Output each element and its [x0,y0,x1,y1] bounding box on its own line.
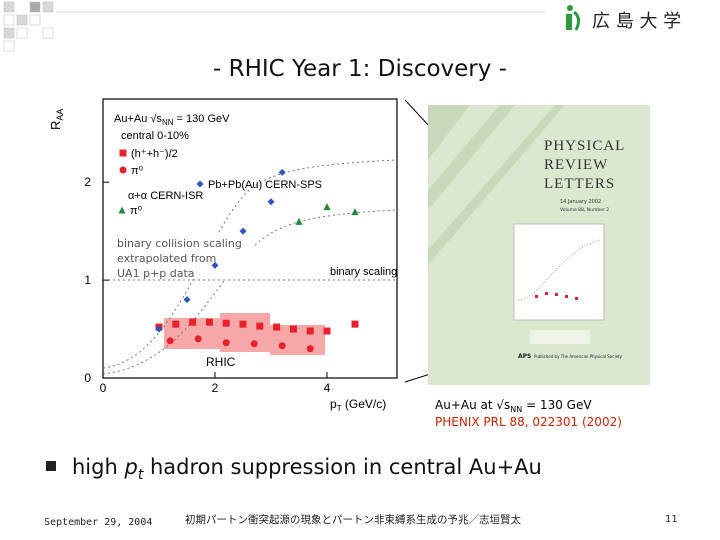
cover-publisher: Published by The American Physical Socie… [534,354,623,359]
marker-square [222,319,230,327]
marker-diamond [239,227,247,235]
slide-title: - RHIC Year 1: Discovery - [213,56,507,82]
annotation-line: extrapolated from [117,252,216,265]
page-number: 11 [665,514,678,525]
marker-square [306,327,314,335]
legend-label: Pb+Pb(Au) CERN-SPS [208,179,322,191]
bullet-text: high pt hadron suppression in central Au… [72,455,542,483]
caption-rest: = 130 GeV [522,398,592,412]
x-label-main: p [330,397,337,411]
marker-triangle [118,206,126,214]
bullet-part: high [72,455,124,479]
y-label-sub: AA [55,109,65,121]
marker-triangle [351,208,359,216]
legend-label: (h⁺+h⁻)/2 [131,148,178,160]
marker-triangle [295,217,303,225]
x-axis-label: pT (GeV/c) [330,397,386,413]
marker-diamond [196,180,204,188]
marker-triangle [323,203,331,211]
marker-square [289,325,297,333]
marker-square [351,320,359,328]
legend-title-main: Au+Au √s [114,113,162,125]
logo-text: 広 島 大 学 [592,11,681,32]
rhic-label: RHIC [206,355,236,369]
bullet-part: t [138,467,144,483]
legend-title-rest: = 130 GeV [174,113,231,125]
marker-square [205,318,213,326]
marker-diamond [155,325,163,333]
legend-label: π⁰ [130,205,143,217]
bullet-part: hadron suppression in central Au+Au [143,455,542,479]
marker-circle [222,339,230,347]
x-label-sub: T [337,404,342,413]
marker-square [189,318,197,326]
marker-circle [166,337,174,345]
annotation-bg [114,235,254,279]
marker-circle [278,342,286,350]
cover-figure [513,223,605,321]
legend-subtitle: central 0-10% [121,130,189,142]
x-tick-label: 0 [100,381,107,395]
annotation: binary collision scaling extrapolated fr… [114,235,254,280]
marker-square [273,323,281,331]
marker-circle [119,166,127,174]
marker-diamond [211,261,219,269]
marker-diamond [278,168,286,176]
caption-ref: PHENIX PRL 88, 022301 (2002) [435,415,622,429]
cover-volume: Volume 88, Number 2 [560,207,609,213]
caption-main: Au+Au at √s [435,398,510,412]
legend-label: π⁰ [131,165,144,177]
isr-label: α+α CERN-ISR [128,190,203,202]
marker-square [172,320,180,328]
figure: RAA pT (GeV/c) Au+Au √sNN = 130 GeV cent… [48,95,405,415]
journal-cover: PHYSICAL REVIEW LETTERS 14 January 2002 … [428,105,650,385]
binary-curve [102,159,398,369]
annotation-line: binary collision scaling [117,237,242,250]
marker-square [239,320,247,328]
logo: 広 島 大 学 [566,5,681,32]
x-tick-label: 2 [212,381,219,395]
cover-title: PHYSICAL [544,138,625,154]
caption-line: Au+Au at √sNN = 130 GeV [435,398,592,414]
cover-title: REVIEW [544,157,608,173]
y-tick-label: 0 [84,371,91,385]
y-axis-label: RAA [48,109,65,130]
decor-squares [3,1,545,52]
cover-title: LETTERS [544,176,615,192]
legend-title-sub: NN [162,118,174,127]
marker-circle [250,340,258,348]
marker-circle [194,335,202,343]
y-tick-label: 1 [84,273,91,287]
footer-title: 初期パートン衝突起源の現象とパートン非束縛系生成の予兆／志垣賢太 [185,513,521,526]
y-label-main: R [48,121,63,130]
x-tick-label: 4 [324,381,331,395]
marker-square [119,149,127,157]
marker-diamond [267,198,275,206]
binary-label: binary scaling [330,266,397,278]
binary-curve [102,209,398,375]
marker-square [256,322,264,330]
y-tick-label: 2 [84,175,91,189]
cover-aps: APS [518,353,531,360]
bullet-part: p [123,455,137,479]
footer-date: September 29, 2004 [44,517,152,528]
marker-diamond [183,296,191,304]
annotation-line: UA1 p+p data [117,267,195,280]
marker-square [323,327,331,335]
bullet-icon [46,461,56,471]
legend-title: Au+Au √sNN = 130 GeV [114,113,230,127]
x-label-unit: (GeV/c) [342,397,387,411]
cover-date: 14 January 2002 [560,199,601,205]
marker-circle [306,345,314,353]
caption-sub: NN [510,405,522,414]
